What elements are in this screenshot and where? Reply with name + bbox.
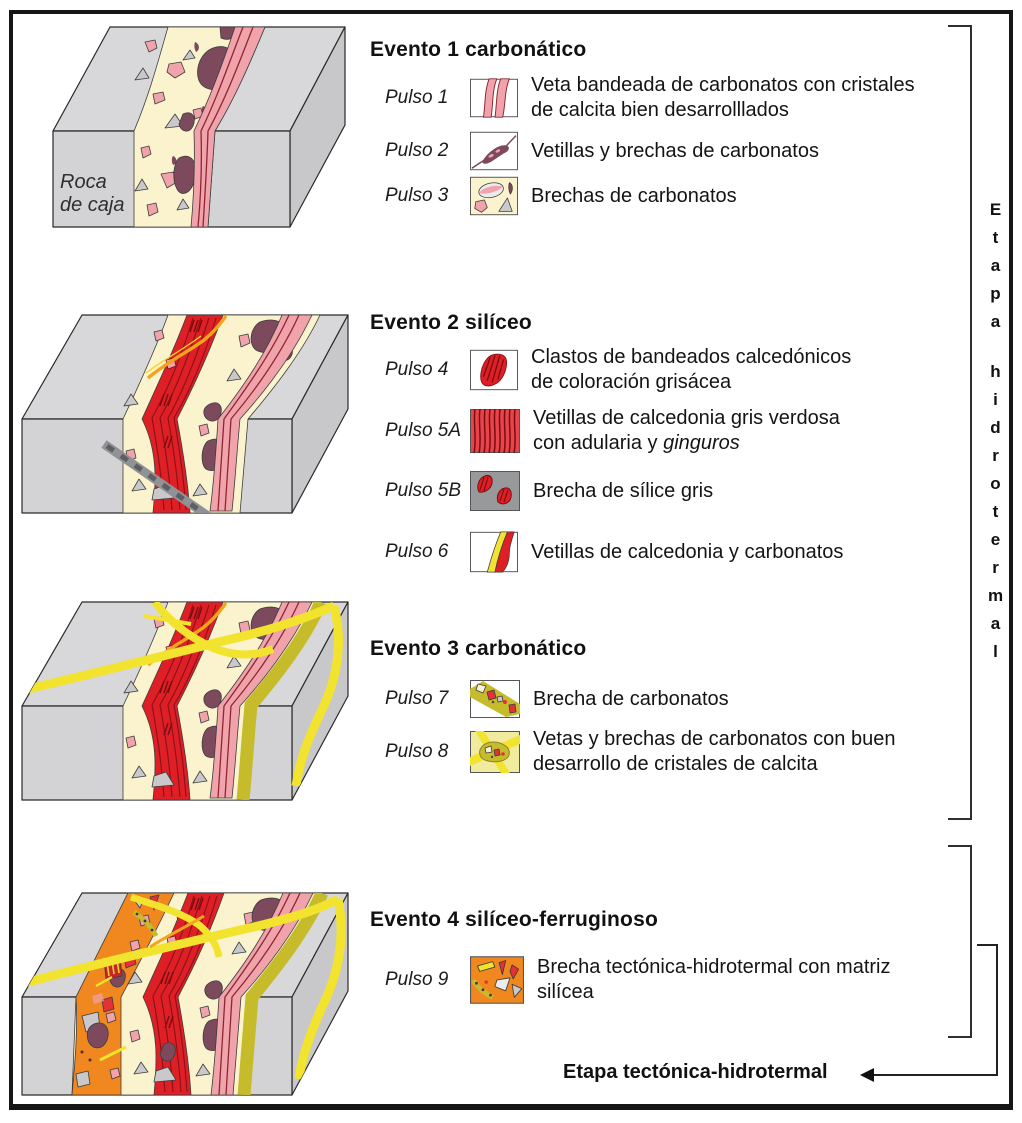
tectonic-stage-arrow bbox=[860, 944, 998, 1082]
pink-banded-vein bbox=[190, 26, 266, 228]
figure-border-frame bbox=[9, 10, 1013, 1110]
block-diagram-evento-1 bbox=[52, 26, 346, 228]
pulso-9-label: Pulso 9 bbox=[385, 969, 449, 990]
pink-banded-vein bbox=[209, 314, 313, 512]
pulso-1-desc: Veta bandeada de carbonatos con cristale… bbox=[531, 74, 915, 121]
pulso-7-swatch bbox=[470, 680, 520, 718]
olive-carbonate-band bbox=[236, 602, 327, 800]
pulso-5b-desc: Brecha de sílice gris bbox=[533, 479, 714, 502]
yellow-carbonate-veins bbox=[22, 893, 346, 1080]
wallrock-clast bbox=[153, 1066, 177, 1083]
pulso-7-row: Pulso 7 Brecha de carbonatos bbox=[385, 679, 971, 719]
pulso-3-swatch bbox=[470, 176, 518, 216]
pulso-6-label: Pulso 6 bbox=[385, 541, 449, 562]
pulso-5a-desc: Vetillas de calcedonia gris verdosa con … bbox=[533, 407, 840, 454]
pulso-4-row: Pulso 4 Clastos de bandeados calcedónico… bbox=[385, 346, 969, 393]
pulso-3-desc: Brechas de carbonatos bbox=[531, 184, 737, 207]
wall-rock-label: Roca de caja bbox=[60, 171, 125, 216]
block-diagram-evento-3 bbox=[21, 601, 349, 801]
pulso-4-label: Pulso 4 bbox=[385, 359, 449, 380]
pulso-6-swatch bbox=[470, 531, 518, 573]
pulso-1-swatch bbox=[470, 78, 518, 118]
pulso-9-row: Pulso 9 Brecha tectónica-hidrotermal con… bbox=[385, 955, 975, 1005]
pulso-2-label: Pulso 2 bbox=[385, 140, 449, 161]
event-2-title: Evento 2 silíceo bbox=[370, 311, 532, 334]
pulso-2-swatch bbox=[470, 131, 518, 171]
gray-silica-band bbox=[101, 440, 211, 513]
event-4-title: Evento 4 silíceo-ferruginoso bbox=[370, 908, 658, 931]
breccia-clasts bbox=[134, 39, 207, 217]
pulso-8-swatch bbox=[470, 731, 520, 773]
pulso-9-swatch bbox=[470, 956, 524, 1004]
pulso-7-label: Pulso 7 bbox=[385, 688, 449, 709]
orange-thin-vein bbox=[145, 315, 228, 380]
tectonic-stage-label: Etapa tectónica-hidrotermal bbox=[563, 1061, 828, 1083]
pulso-8-label: Pulso 8 bbox=[385, 741, 449, 762]
tectonic-stage-bracket bbox=[948, 845, 972, 1038]
pulso-4-desc: Clastos de bandeados calcedónicos de col… bbox=[531, 346, 852, 393]
hydrothermal-stage-bracket bbox=[948, 25, 972, 820]
pulso-5b-label: Pulso 5B bbox=[385, 480, 462, 501]
pulso-1-label: Pulso 1 bbox=[385, 87, 449, 108]
pulso-6-row: Pulso 6 Vetillas de calcedonia y carbona… bbox=[385, 531, 969, 573]
pulso-4-swatch bbox=[470, 349, 518, 391]
block-diagram-evento-4 bbox=[21, 892, 349, 1096]
pulso-9-desc: Brecha tectónica-hidrotermal con matriz … bbox=[537, 956, 891, 1003]
pulso-3-label: Pulso 3 bbox=[385, 185, 449, 206]
pulso-8-desc: Vetas y brechas de carbonatos con buen d… bbox=[533, 728, 896, 775]
stage-word-hidrotermal: hidrotermal bbox=[986, 362, 1005, 670]
hydrothermal-stage-label: Etapa hidrotermal bbox=[974, 200, 1016, 670]
pulso-8-row: Pulso 8 Vetas y brechas de carbonatos co… bbox=[385, 728, 971, 775]
pulso-3-row: Pulso 3 Brechas de carbonatos bbox=[385, 176, 969, 216]
wallrock-clast bbox=[151, 771, 175, 788]
pulso-7-desc: Brecha de carbonatos bbox=[533, 687, 729, 710]
pulso-1-row: Pulso 1 Veta bandeada de carbonatos con … bbox=[385, 74, 969, 121]
pulso-5b-row: Pulso 5B Brecha de sílice gris bbox=[385, 471, 971, 511]
olive-carbonate-band bbox=[237, 893, 328, 1095]
event-3-title: Evento 3 carbonático bbox=[370, 637, 587, 660]
pulso-2-row: Pulso 2 Vetillas y brechas de carbonatos bbox=[385, 131, 969, 171]
yellow-carbonate-veins bbox=[22, 602, 344, 787]
event-1-title: Evento 1 carbonático bbox=[370, 38, 587, 61]
pulso-5b-swatch bbox=[470, 471, 520, 511]
pulso-2-desc: Vetillas y brechas de carbonatos bbox=[531, 139, 819, 162]
block-diagram-evento-2 bbox=[21, 314, 349, 514]
pink-banded-vein bbox=[209, 601, 313, 799]
stage-word-etapa: Etapa bbox=[986, 200, 1005, 340]
pulso-5a-row: Pulso 5A Vetillas de calcedonia gris ver… bbox=[385, 407, 971, 454]
pulso-5a-label: Pulso 5A bbox=[385, 420, 462, 441]
pulso-5a-swatch bbox=[470, 409, 520, 453]
pulso-6-desc: Vetillas de calcedonia y carbonatos bbox=[531, 540, 844, 563]
